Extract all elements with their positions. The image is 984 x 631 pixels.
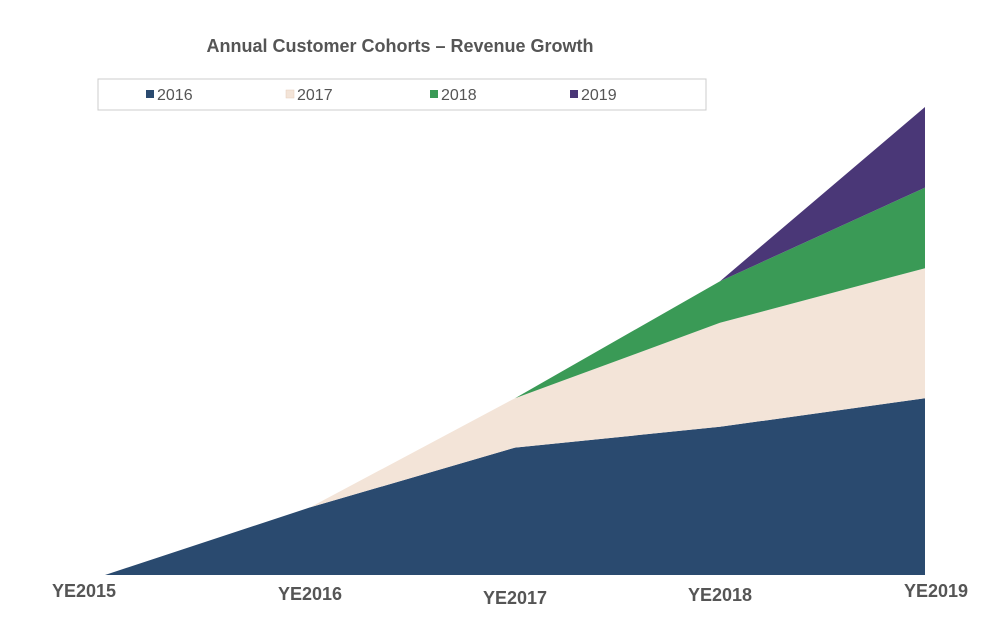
x-axis-tick-labels: YE2015 YE2016 YE2017 YE2018 YE2019: [52, 581, 968, 608]
area-series-2017: [105, 268, 925, 575]
legend-swatch: [570, 90, 578, 98]
area-series-2016: [105, 398, 925, 575]
x-tick-label: YE2016: [278, 584, 342, 604]
legend-swatch: [146, 90, 154, 98]
x-tick-label: YE2019: [904, 581, 968, 601]
legend-label: 2016: [157, 87, 193, 104]
chart-title: Annual Customer Cohorts – Revenue Growth: [206, 36, 593, 56]
legend-swatch: [430, 90, 438, 98]
x-tick-label: YE2017: [483, 588, 547, 608]
x-tick-label: YE2018: [688, 585, 752, 605]
legend-item-2016: 2016: [146, 87, 193, 104]
legend-label: 2018: [441, 87, 477, 104]
legend-item-2018: 2018: [430, 87, 477, 104]
legend-label: 2017: [297, 87, 333, 104]
x-tick-label: YE2015: [52, 581, 116, 601]
legend-item-2019: 2019: [570, 87, 617, 104]
area-layers: [105, 107, 925, 575]
legend-item-2017: 2017: [285, 87, 333, 104]
legend-box: [97, 78, 707, 111]
legend-swatch: [285, 89, 295, 99]
area-series-2018: [105, 187, 925, 575]
legend: 2016 2017 2018 2019: [97, 78, 707, 111]
legend-label: 2019: [581, 87, 617, 104]
